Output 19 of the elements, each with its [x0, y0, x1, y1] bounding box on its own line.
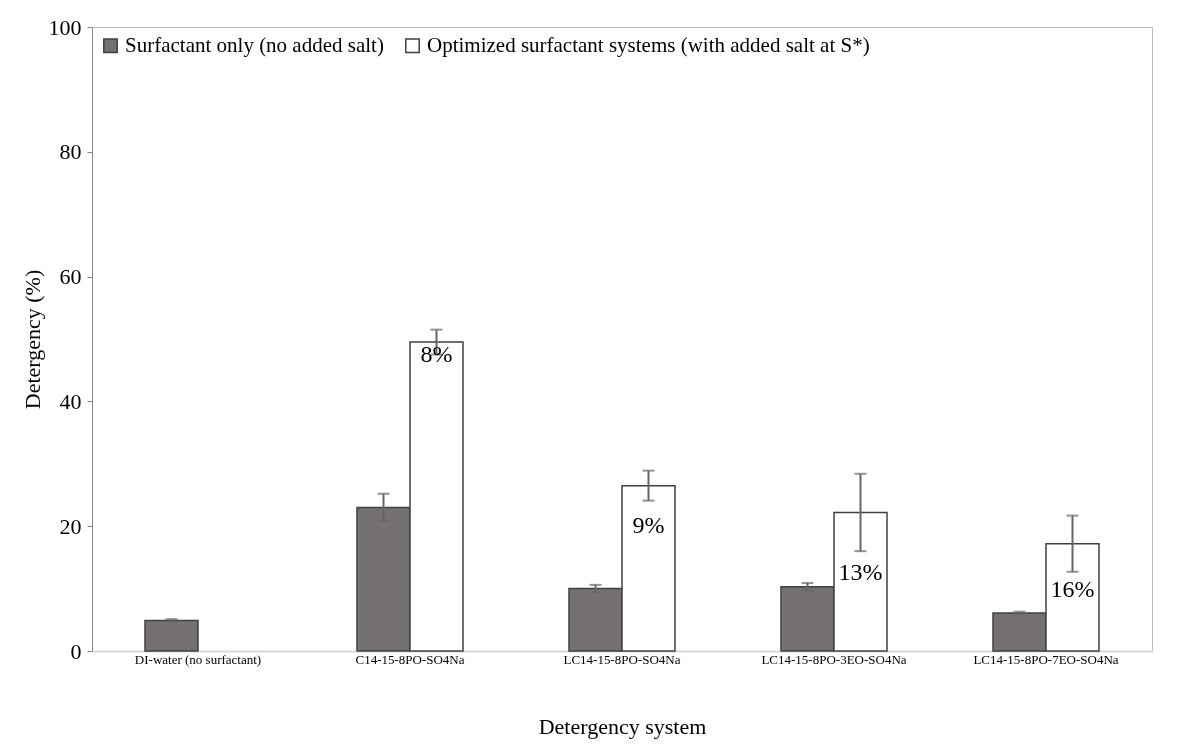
y-tick-label: 0	[70, 638, 82, 664]
y-axis-title: Detergency (%)	[19, 269, 45, 410]
x-tick-label: LC14-15-8PO-3EO-SO4Na	[761, 651, 907, 667]
annotation: 16%	[1050, 575, 1095, 602]
x-tick-label: DI-water (no surfactant)	[134, 651, 262, 667]
x-tick-label: LC14-15-8PO-SO4Na	[563, 651, 681, 667]
x-axis-title: Detergency system	[538, 713, 707, 739]
y-tick-label: 20	[59, 513, 82, 539]
y-tick-label: 100	[48, 14, 82, 40]
x-tick-label: LC14-15-8PO-7EO-SO4Na	[973, 651, 1119, 667]
annotation: 13%	[838, 559, 883, 585]
x-tick-label: C14-15-8PO-SO4Na	[355, 651, 465, 667]
y-tick-label: 40	[59, 388, 82, 414]
legend-label: Optimized surfactant systems (with added salt at S*)	[427, 32, 870, 57]
annotation: 8%	[420, 341, 453, 368]
legend-label: Surfactant only (no added salt)	[125, 32, 384, 57]
y-tick-label: 80	[59, 139, 82, 165]
annotation: 9%	[632, 512, 665, 539]
y-tick-label: 60	[59, 264, 82, 290]
